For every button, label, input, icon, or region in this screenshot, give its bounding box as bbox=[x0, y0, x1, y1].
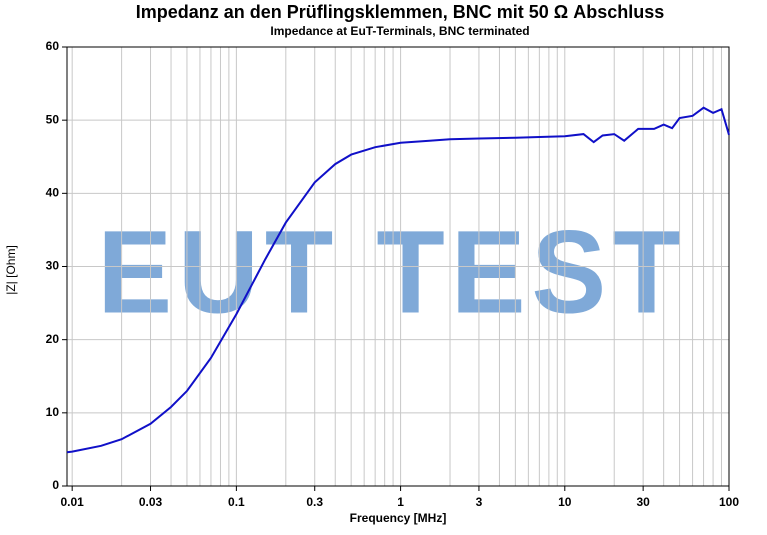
y-tick-label: 40 bbox=[46, 186, 60, 200]
x-tick-label: 30 bbox=[636, 495, 650, 509]
x-tick-label: 1 bbox=[397, 495, 404, 509]
y-tick-label: 50 bbox=[46, 112, 60, 126]
x-tick-label: 10 bbox=[558, 495, 572, 509]
x-tick-label: 100 bbox=[719, 495, 739, 509]
y-axis-label: |Z| [Ohm] bbox=[4, 245, 18, 295]
chart-subtitle: Impedance at EuT-Terminals, BNC terminat… bbox=[270, 24, 529, 38]
x-axis-label: Frequency [MHz] bbox=[350, 511, 447, 525]
y-tick-label: 30 bbox=[46, 259, 60, 273]
y-tick-label: 20 bbox=[46, 332, 60, 346]
watermark: EUT TEST bbox=[97, 207, 686, 338]
y-tick-label: 60 bbox=[46, 39, 60, 53]
y-tick-label: 10 bbox=[46, 405, 60, 419]
x-tick-label: 0.1 bbox=[228, 495, 245, 509]
data-line bbox=[66, 106, 730, 454]
plot-frame bbox=[66, 46, 730, 487]
x-tick-label: 0.3 bbox=[306, 495, 323, 509]
x-tick-label: 0.01 bbox=[60, 495, 84, 509]
x-tick-label: 3 bbox=[476, 495, 483, 509]
x-tick-label: 0.03 bbox=[139, 495, 163, 509]
chart-title: Impedanz an den Prüflingsklemmen, BNC mi… bbox=[136, 2, 665, 22]
y-tick-label: 0 bbox=[52, 478, 59, 492]
